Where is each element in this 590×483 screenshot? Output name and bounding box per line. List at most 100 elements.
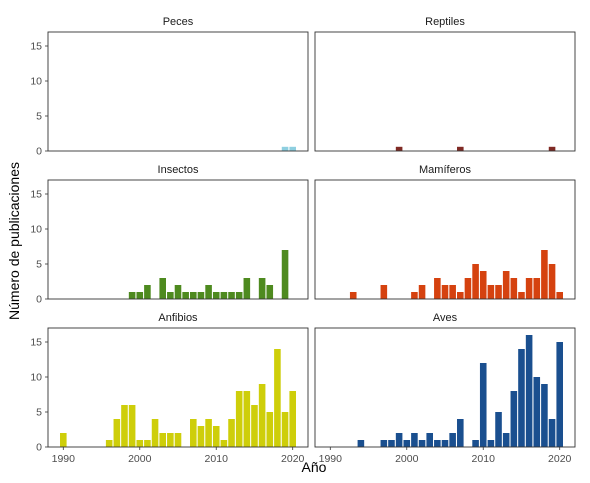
bar <box>510 278 518 299</box>
bar <box>403 440 411 447</box>
panel-border <box>47 31 309 152</box>
bar <box>510 391 518 447</box>
x-tick-label: 2010 <box>205 453 229 465</box>
y-tick-label: 5 <box>36 407 42 419</box>
facet-anfibios: Anfibios 0 5 10 15 1990 2000 2010 2020 <box>30 312 309 465</box>
facet-peces: Peces 0 5 10 15 <box>30 16 309 158</box>
x-tick-label: 2020 <box>548 453 572 465</box>
x-tick-label: 2000 <box>128 453 152 465</box>
panel-border <box>314 31 576 152</box>
bar <box>243 278 251 299</box>
panel-border <box>47 179 309 300</box>
bar <box>556 342 563 447</box>
bar <box>380 285 388 299</box>
bar <box>449 285 456 299</box>
facet-mamiferos: Mamíferos <box>314 164 576 300</box>
bar <box>190 419 197 447</box>
bar <box>243 391 251 447</box>
bar <box>144 440 151 447</box>
bar <box>411 292 418 299</box>
y-tick-label: 15 <box>30 41 42 53</box>
bar <box>289 391 296 447</box>
facet-insectos: Insectos 0 5 10 15 <box>30 164 309 306</box>
y-tick-label: 15 <box>30 189 42 201</box>
bar <box>357 440 365 447</box>
bar <box>479 271 487 299</box>
bar <box>495 285 502 299</box>
facet-reptiles: Reptiles <box>314 16 576 152</box>
bar <box>128 292 136 299</box>
x-axis-title: Año <box>302 459 327 475</box>
bar <box>128 405 136 447</box>
bar <box>479 363 487 447</box>
bar <box>113 419 121 447</box>
y-tick-label: 0 <box>36 294 42 306</box>
y-axis-title: Número de publicaciones <box>6 162 22 320</box>
bar <box>212 426 220 447</box>
y-tick-label: 0 <box>36 146 42 158</box>
y-tick-label: 10 <box>30 224 42 236</box>
facet-title: Reptiles <box>425 16 465 28</box>
y-tick-label: 15 <box>30 337 42 349</box>
bar <box>212 292 220 299</box>
bar <box>487 285 495 299</box>
bar <box>472 440 479 447</box>
bar <box>235 292 243 299</box>
facet-title: Anfibios <box>158 312 198 324</box>
bar <box>464 278 472 299</box>
bar <box>190 292 197 299</box>
facet-title: Mamíferos <box>419 164 471 176</box>
facet-title: Aves <box>433 312 458 324</box>
bar <box>472 264 479 299</box>
facet-title: Peces <box>163 16 194 28</box>
bar <box>449 433 456 447</box>
bar <box>228 419 235 447</box>
bar <box>289 146 296 151</box>
bar <box>434 440 441 447</box>
x-tick-label: 1990 <box>319 453 343 465</box>
bar <box>258 384 266 447</box>
bar <box>174 433 182 447</box>
bar <box>502 271 510 299</box>
bar <box>281 250 289 299</box>
bar <box>418 440 426 447</box>
bar <box>388 440 395 447</box>
bar <box>495 412 502 447</box>
bar <box>441 285 449 299</box>
bar <box>395 433 403 447</box>
bar <box>220 292 228 299</box>
bar <box>220 440 228 447</box>
y-tick-label: 10 <box>30 372 42 384</box>
bar <box>518 349 525 447</box>
bar <box>457 146 464 151</box>
bar <box>556 292 563 299</box>
bar <box>159 278 166 299</box>
facet-title: Insectos <box>158 164 199 176</box>
bar <box>525 278 533 299</box>
bar <box>548 264 556 299</box>
bar <box>266 285 274 299</box>
x-tick-label: 2000 <box>395 453 419 465</box>
bar <box>266 412 274 447</box>
bar <box>136 292 144 299</box>
facet-aves: Aves 1990 2000 2010 2020 <box>314 312 576 465</box>
bar <box>274 349 281 447</box>
bar <box>548 146 556 151</box>
bar <box>205 285 212 299</box>
bar <box>174 285 182 299</box>
bar <box>395 146 403 151</box>
y-tick-label: 0 <box>36 442 42 454</box>
bar <box>457 419 464 447</box>
bar <box>281 146 289 151</box>
bar <box>380 440 388 447</box>
bar <box>251 405 258 447</box>
panel-border <box>314 327 576 448</box>
x-tick-label: 2020 <box>281 453 305 465</box>
y-tick-label: 5 <box>36 259 42 271</box>
bar <box>182 292 189 299</box>
panel-border <box>47 327 309 448</box>
x-tick-label: 2010 <box>472 453 496 465</box>
bar <box>197 292 205 299</box>
bar <box>151 419 159 447</box>
